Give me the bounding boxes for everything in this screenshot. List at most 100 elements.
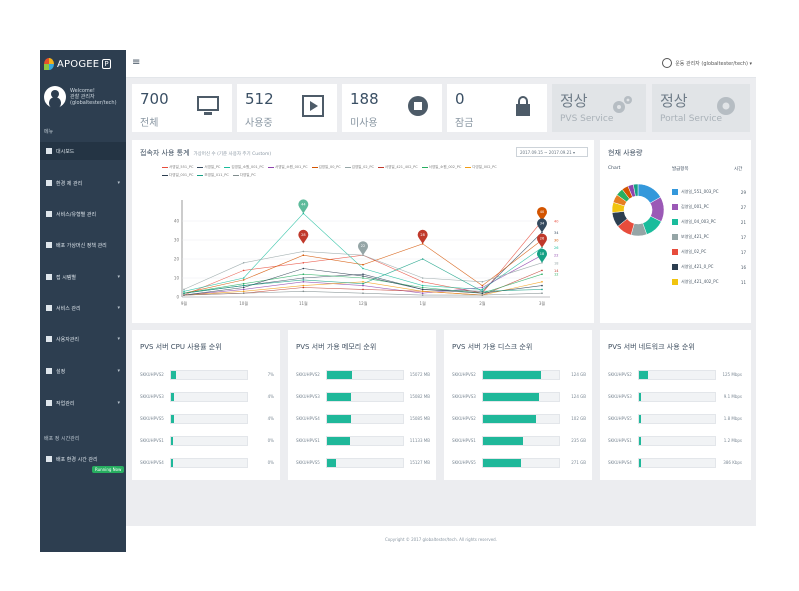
legend-item[interactable]: 김영일_00_PC [311,165,341,170]
sidebar-item-settings[interactable]: 설정 ▾ [40,362,126,380]
sidebar-item-vm-policy[interactable]: 배포 가상머신 정책 관리 [40,236,126,254]
sidebar-item-label: 배포 환경 시간 관리 [56,456,98,463]
server-name: SKKUHPVS5 [140,416,164,421]
legend-swatch [232,174,239,176]
sidebar-item-service-mgmt[interactable]: 서비스 관리 ▾ [40,299,126,317]
progress-fill [639,459,641,467]
server-name: SKKUHPVS5 [296,460,320,465]
marker-label: 44 [301,202,306,206]
server-value: 0% [267,460,274,465]
data-point [421,284,424,287]
usage-item-name: 김영일_001_PC [681,204,709,209]
sidebar-item-environment[interactable]: 환경 제 관리 ▾ [40,174,126,192]
data-point [302,279,305,281]
usage-list-item: 보영일_421_PC 17 [672,231,746,243]
sidebar-item-access[interactable]: 접 시템별 ▾ [40,268,126,286]
usage-item-count: 21 [740,219,746,225]
value-marker [417,229,428,244]
value-marker [298,199,309,214]
sidebar-item-user-mgmt[interactable]: 사용자관리 ▾ [40,330,126,348]
legend-swatch [377,166,384,168]
data-point [541,281,543,283]
data-point [481,288,484,291]
data-point [183,294,185,296]
user-menu[interactable]: 운동 관리자 (globaltester/tech) ▾ [662,58,752,68]
sidebar-item-label: 설정 [56,368,66,375]
legend-item[interactable]: 김영일_소원_001_PC [224,165,264,170]
legend-swatch [162,174,168,176]
ranking-title: PVS 서버 가용 디스크 순위 [452,343,533,351]
server-value: 11133 MB [409,438,430,443]
ranking-row: SKKUHPVS1 11133 MB [296,436,430,446]
ranking-row: SKKUHPVS1 235 GB [452,436,586,446]
legend-item[interactable]: 다영일_PC [232,173,256,178]
stat-card-pvs-service: 정상 PVS Service [552,84,646,132]
data-point [362,292,364,294]
server-name: SKKUHPVS2 [452,372,476,377]
sidebar-item-service-type[interactable]: 서비스/유형별 관리 [40,205,126,223]
chart-title-text: 접속자 사용 통계 [140,149,190,157]
y-tick-label: 0 [176,295,179,300]
marker-label: 34 [540,221,545,225]
sidebar-section2-label: 배포 정 시간관리 [44,436,80,442]
legend-item[interactable]: 서영일_PC [197,165,220,170]
avatar [44,86,66,108]
chevron-down-icon: ▾ [117,368,120,374]
ranking-row: SKKUHPVS4 386 Kbps [608,458,742,468]
x-tick-label: 1월 [420,300,427,306]
y-tick-label: 20 [174,257,180,262]
progress-fill [483,393,540,401]
progress-fill [483,437,523,445]
server-name: SKKUHPVS1 [608,438,632,443]
logo[interactable]: APOGEE P [44,56,111,72]
usage-list-item: 서영일_02_PC 17 [672,246,746,258]
ranking-row: SKKUHPVS4 15085 MB [296,414,430,424]
progress-fill [639,437,641,445]
sidebar-item-deploy-time[interactable]: 배포 환경 시간 관리 [40,450,126,468]
usage-item-name: 서영일_421_402_PC [681,279,719,284]
legend-item[interactable]: 서영일_551_PC [162,165,193,170]
progress-track [638,392,716,402]
play-icon [302,95,324,117]
stop-icon [408,96,428,116]
sidebar-item-jobs[interactable]: 작업관리 ▾ [40,394,126,412]
server-value: 271 GB [571,460,586,465]
users-icon [46,274,52,280]
stat-label: 사용중 [245,118,273,129]
data-point [481,281,484,283]
legend-swatch [672,204,678,210]
legend-swatch [672,189,678,195]
usage-donut-chart [611,183,665,237]
legend-item[interactable]: 다영일_002_PC [465,165,497,170]
progress-fill [483,371,541,379]
user-name: 관찰 관리자 [70,94,95,100]
legend-item[interactable]: 서영일_421_402_PC [377,165,418,170]
menu-toggle-icon[interactable]: ≡ [132,57,141,68]
progress-track [170,436,248,446]
ranking-row: SKKUHPVS5 4% [140,414,274,424]
stat-value: 188 [350,90,379,108]
server-ranking-panel: PVS 서버 네트워크 사용 순위 SKKUHPVS2 125 Mbps SKKUHP… [600,330,751,480]
legend-item[interactable]: 서영일_소원_002_PC [421,165,461,170]
data-point [481,284,484,287]
legend-item[interactable]: 김영일_02_PC [344,165,374,170]
status-label: PVS Service [560,114,614,124]
data-point [242,284,245,287]
server-name: SKKUHPVS4 [296,416,320,421]
sidebar-item-dashboard[interactable]: 대시보드 [40,142,126,160]
document-icon [46,400,52,406]
legend-item[interactable]: 보영일_011_PC [197,173,229,178]
progress-fill [639,415,641,423]
date-range-picker[interactable]: 2017.09.15 ~ 2017.09.21 ▾ [516,147,588,157]
stat-label: 전체 [140,118,159,129]
chevron-down-icon: ▾ [117,305,120,311]
legend-item[interactable]: 다영일_001_PC [162,173,193,178]
usage-item-count: 11 [740,279,746,285]
usage-item-name: 서영일_04_003_PC [681,219,716,224]
y-tick-label: 10 [174,276,180,281]
data-point [242,277,245,279]
progress-track [326,458,404,468]
legend-item[interactable]: 서영일_소원_001_PC [267,165,308,170]
data-point [541,288,543,291]
data-point [183,288,185,291]
